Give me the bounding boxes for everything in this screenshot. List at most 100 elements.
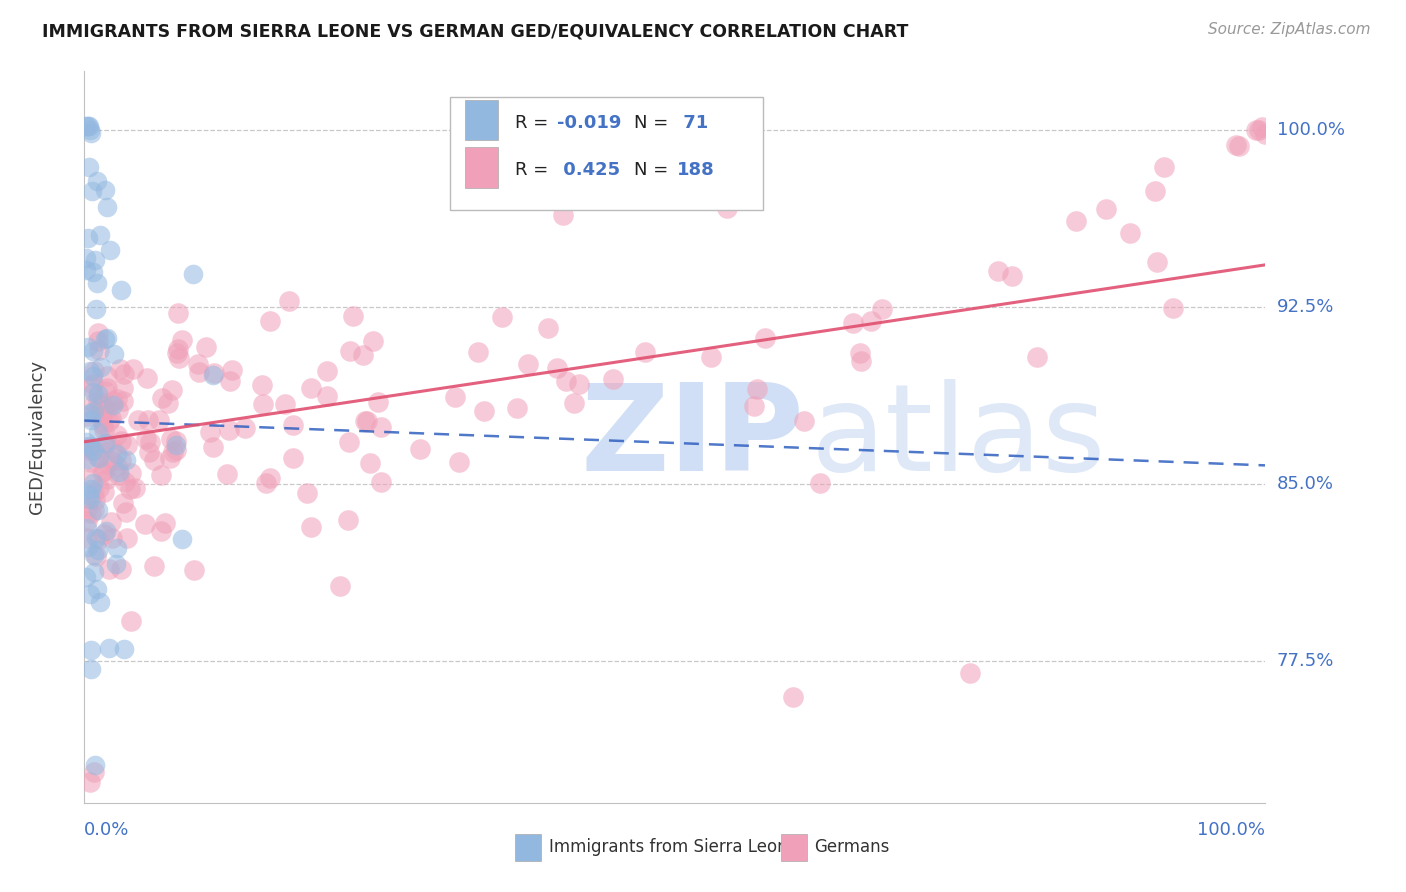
FancyBboxPatch shape [516, 833, 541, 862]
Point [77, 340, 100, 354]
Point [80, 642, 103, 657]
Point [143, 452, 166, 467]
Point [91, 465, 114, 479]
Point [89, 227, 111, 242]
Point [170, 532, 193, 546]
Point [79, 380, 101, 394]
Point [84, 253, 107, 268]
Point [299, 381, 322, 395]
Point [409, 442, 432, 456]
Point [1244, 122, 1267, 136]
Point [1025, 351, 1047, 365]
Point [114, 505, 136, 519]
Point [83, 765, 105, 780]
Point [160, 383, 183, 397]
Point [105, 428, 128, 442]
Point [134, 516, 156, 531]
Point [77, 230, 100, 244]
Point [83, 485, 105, 500]
Text: 0.0%: 0.0% [84, 821, 129, 839]
Point [86, 582, 108, 597]
Point [252, 396, 274, 410]
Point [82, 264, 104, 278]
Point [96, 472, 118, 486]
Point [195, 340, 218, 354]
Point [87, 503, 110, 517]
Point [94, 524, 117, 538]
Point [83, 396, 105, 410]
Point [1146, 255, 1168, 269]
Text: 100.0%: 100.0% [1277, 121, 1344, 139]
Point [100, 453, 122, 467]
Point [76, 514, 98, 528]
Point [96, 437, 118, 451]
Point [83, 502, 105, 516]
Point [138, 445, 160, 459]
Point [76, 531, 98, 545]
Point [316, 364, 339, 378]
Point [96, 458, 118, 472]
Point [273, 397, 295, 411]
Point [472, 404, 495, 418]
Point [89, 398, 111, 412]
Point [115, 531, 138, 545]
Point [567, 376, 589, 391]
Point [110, 452, 132, 467]
Point [299, 520, 322, 534]
Point [336, 513, 359, 527]
Point [295, 486, 318, 500]
Point [316, 389, 339, 403]
Point [218, 374, 240, 388]
Point [105, 558, 128, 572]
Point [87, 543, 110, 558]
Point [100, 531, 122, 545]
Point [744, 399, 766, 413]
Text: ZIP: ZIP [581, 378, 804, 496]
Text: 71: 71 [678, 113, 709, 131]
Point [107, 467, 129, 482]
Point [101, 394, 124, 409]
Point [987, 263, 1010, 277]
FancyBboxPatch shape [464, 100, 498, 140]
Point [259, 471, 281, 485]
Point [337, 434, 360, 449]
Point [87, 326, 110, 340]
Point [98, 641, 121, 656]
Point [1254, 127, 1277, 141]
Point [959, 666, 981, 681]
Point [93, 485, 115, 500]
Point [562, 396, 585, 410]
Point [83, 443, 105, 458]
Point [183, 267, 205, 281]
Point [90, 360, 112, 375]
Point [716, 201, 738, 215]
Point [546, 361, 568, 376]
FancyBboxPatch shape [464, 147, 498, 187]
Point [150, 524, 173, 538]
Point [93, 401, 115, 415]
Point [165, 438, 187, 452]
Point [138, 434, 160, 449]
Point [218, 423, 240, 437]
Text: 92.5%: 92.5% [1277, 298, 1334, 317]
Point [82, 443, 104, 458]
Point [506, 401, 529, 415]
Point [86, 334, 108, 348]
Point [84, 758, 107, 772]
Point [114, 475, 136, 489]
Point [127, 413, 149, 427]
Point [77, 119, 100, 133]
Point [75, 119, 97, 133]
Point [84, 531, 107, 545]
Text: 0.425: 0.425 [557, 161, 620, 179]
Point [75, 435, 97, 450]
Text: IMMIGRANTS FROM SIERRA LEONE VS GERMAN GED/EQUIVALENCY CORRELATION CHART: IMMIGRANTS FROM SIERRA LEONE VS GERMAN G… [42, 22, 908, 40]
Point [79, 406, 101, 420]
Point [96, 330, 118, 344]
Point [112, 642, 135, 657]
Text: N =: N = [634, 161, 673, 179]
Point [166, 346, 188, 360]
Point [283, 451, 305, 466]
Point [217, 467, 239, 481]
Point [96, 402, 118, 417]
